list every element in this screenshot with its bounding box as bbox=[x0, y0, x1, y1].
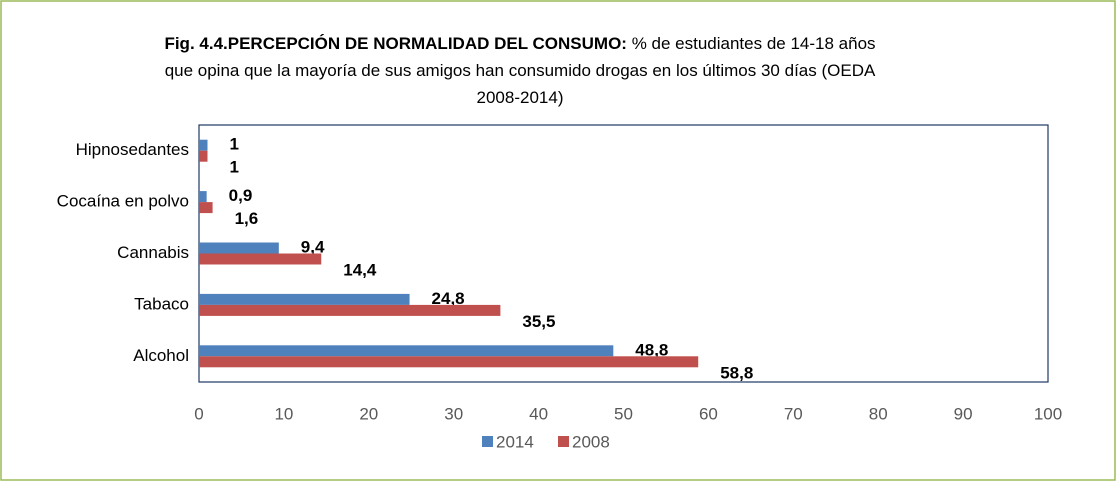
bar bbox=[199, 242, 279, 254]
bar bbox=[199, 345, 614, 357]
bar bbox=[199, 253, 322, 265]
x-tick-label: 40 bbox=[529, 404, 548, 423]
value-label: 9,4 bbox=[301, 237, 325, 256]
chart-title: Fig. 4.4.PERCEPCIÓN DE NORMALIDAD DEL CO… bbox=[164, 34, 627, 53]
value-label: 58,8 bbox=[720, 363, 753, 382]
value-label: 1 bbox=[229, 135, 238, 154]
x-tick-label: 0 bbox=[194, 404, 203, 423]
value-label: 24,8 bbox=[432, 289, 465, 308]
bar bbox=[199, 202, 213, 214]
x-tick-label: 100 bbox=[1034, 404, 1062, 423]
value-label: 1,6 bbox=[235, 209, 259, 228]
x-tick-label: 10 bbox=[274, 404, 293, 423]
y-tick-label: Tabaco bbox=[134, 294, 189, 313]
x-tick-label: 60 bbox=[699, 404, 718, 423]
x-tick-label: 70 bbox=[784, 404, 803, 423]
y-tick-label: Hipnosedantes bbox=[76, 140, 189, 159]
bar bbox=[199, 304, 501, 316]
x-tick-label: 20 bbox=[359, 404, 378, 423]
y-tick-label: Cocaína en polvo bbox=[57, 192, 189, 211]
bar bbox=[199, 293, 410, 305]
value-label: 35,5 bbox=[522, 312, 555, 331]
value-label: 14,4 bbox=[343, 260, 377, 279]
x-tick-label: 90 bbox=[954, 404, 973, 423]
legend-swatch bbox=[558, 436, 569, 447]
y-tick-label: Alcohol bbox=[133, 346, 189, 365]
value-label: 1 bbox=[229, 158, 238, 177]
x-tick-label: 50 bbox=[614, 404, 633, 423]
bar bbox=[199, 356, 699, 368]
legend-swatch bbox=[482, 436, 493, 447]
bar bbox=[199, 139, 208, 151]
bar bbox=[199, 150, 208, 162]
x-tick-label: 30 bbox=[444, 404, 463, 423]
value-label: 0,9 bbox=[229, 186, 253, 205]
bar bbox=[199, 191, 207, 203]
legend-label: 2008 bbox=[572, 432, 610, 451]
x-tick-label: 80 bbox=[869, 404, 888, 423]
y-tick-label: Cannabis bbox=[117, 243, 189, 262]
chart-subtitle: % de estudiantes de 14-18 años que opina… bbox=[164, 34, 876, 107]
chart-title-block: Fig. 4.4.PERCEPCIÓN DE NORMALIDAD DEL CO… bbox=[160, 30, 880, 111]
value-label: 48,8 bbox=[635, 340, 668, 359]
legend-label: 2014 bbox=[496, 432, 534, 451]
